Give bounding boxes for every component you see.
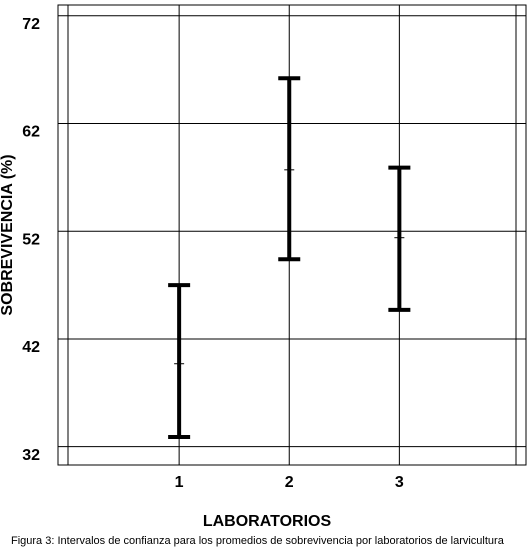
x-tick-label: 1 [175, 474, 184, 491]
chart: LABORATORIOS SOBREVIVENCIA (%) 324252627… [0, 4, 527, 530]
y-tick-label: 52 [22, 231, 40, 248]
y-tick-label: 62 [22, 124, 40, 141]
y-tick-label: 42 [22, 339, 40, 356]
x-tick-label: 2 [285, 474, 294, 491]
plot-frame [57, 4, 527, 466]
y-axis-label: SOBREVIVENCIA (%) [0, 154, 16, 315]
caption: Figura 3: Intervalos de confianza para l… [11, 535, 504, 547]
x-axis-label: LABORATORIOS [203, 513, 332, 530]
y-tick-label: 32 [22, 447, 40, 464]
x-tick-label: 3 [395, 474, 404, 491]
y-tick-label: 72 [22, 16, 40, 33]
